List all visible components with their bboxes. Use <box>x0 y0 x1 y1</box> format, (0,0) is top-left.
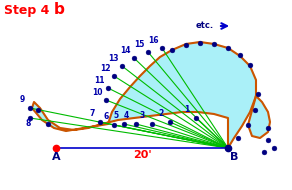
Text: 11: 11 <box>94 76 105 85</box>
Text: 6: 6 <box>104 112 109 121</box>
Text: 7: 7 <box>90 109 95 118</box>
Text: B: B <box>230 152 238 162</box>
Text: b: b <box>54 2 65 17</box>
Text: 8: 8 <box>26 119 31 128</box>
Text: 14: 14 <box>120 46 131 55</box>
Text: 12: 12 <box>100 64 110 73</box>
Text: 1: 1 <box>184 105 189 114</box>
Text: 20': 20' <box>133 150 151 160</box>
Text: 9: 9 <box>20 95 25 104</box>
Text: A: A <box>52 152 61 162</box>
Text: 10: 10 <box>92 88 102 97</box>
Text: 2: 2 <box>158 109 163 118</box>
Polygon shape <box>32 42 256 148</box>
Text: 5: 5 <box>113 111 118 120</box>
Text: 16: 16 <box>148 36 159 45</box>
Text: etc.: etc. <box>196 21 214 30</box>
Text: 15: 15 <box>134 40 144 49</box>
Text: 13: 13 <box>108 54 119 63</box>
Text: 3: 3 <box>140 111 145 120</box>
Text: 4: 4 <box>124 111 129 120</box>
Polygon shape <box>248 96 270 138</box>
Text: Step 4: Step 4 <box>4 4 49 17</box>
